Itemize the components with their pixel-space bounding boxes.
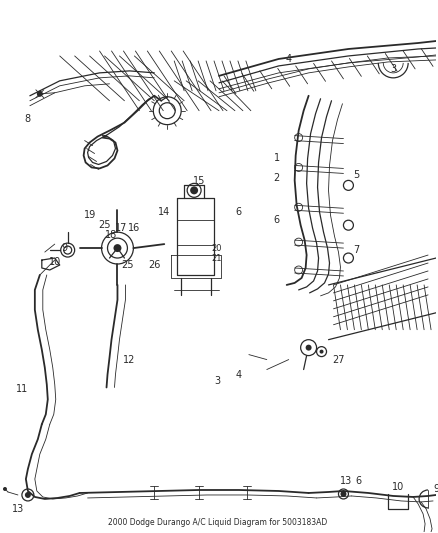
Text: 15: 15 <box>193 176 205 187</box>
Text: 13: 13 <box>340 476 353 486</box>
Text: 9: 9 <box>433 484 438 494</box>
Text: 25: 25 <box>98 220 111 230</box>
Text: 5: 5 <box>353 171 360 180</box>
Text: 19: 19 <box>84 210 96 220</box>
Text: 1: 1 <box>274 154 280 164</box>
Text: 6: 6 <box>355 476 361 486</box>
Text: 18: 18 <box>106 230 118 240</box>
Text: 14: 14 <box>158 207 170 217</box>
Circle shape <box>340 491 346 497</box>
Text: 8: 8 <box>25 114 31 124</box>
Text: 21: 21 <box>212 254 222 263</box>
Text: 7: 7 <box>353 245 360 255</box>
Text: 3: 3 <box>390 64 396 74</box>
Text: 12: 12 <box>123 354 136 365</box>
Circle shape <box>3 487 7 491</box>
Circle shape <box>320 350 324 353</box>
Text: 16: 16 <box>128 223 141 233</box>
Text: 4: 4 <box>236 369 242 379</box>
Text: 25: 25 <box>121 260 134 270</box>
Circle shape <box>190 187 198 195</box>
Text: 2: 2 <box>274 173 280 183</box>
Text: 10: 10 <box>392 482 404 492</box>
Text: 20: 20 <box>212 244 222 253</box>
Text: 6: 6 <box>274 215 280 225</box>
Circle shape <box>37 91 43 97</box>
Text: 9: 9 <box>62 243 68 253</box>
Text: 11: 11 <box>16 384 28 394</box>
Circle shape <box>113 244 121 252</box>
Text: 6: 6 <box>236 207 242 217</box>
Text: 2000 Dodge Durango A/C Liquid Diagram for 5003183AD: 2000 Dodge Durango A/C Liquid Diagram fo… <box>108 519 328 527</box>
Text: 4: 4 <box>286 54 292 64</box>
Text: 10: 10 <box>49 257 61 267</box>
Text: 13: 13 <box>12 504 24 514</box>
Circle shape <box>306 345 311 351</box>
Text: 17: 17 <box>115 223 127 233</box>
Text: 3: 3 <box>214 376 220 386</box>
Circle shape <box>25 492 31 498</box>
Text: 27: 27 <box>332 354 345 365</box>
Text: 26: 26 <box>148 260 160 270</box>
